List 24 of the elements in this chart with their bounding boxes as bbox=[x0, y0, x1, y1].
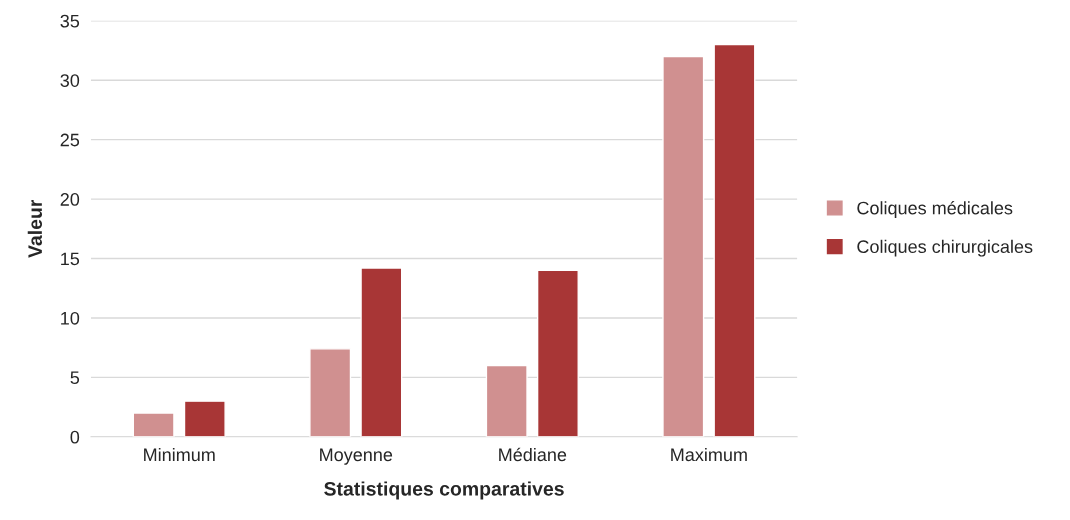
y-tick-label: 10 bbox=[61, 311, 80, 325]
x-tick-label: Maximum bbox=[671, 447, 747, 462]
y-tick-label: 35 bbox=[60, 14, 80, 28]
bar bbox=[309, 348, 352, 437]
x-tick-label: Médiane bbox=[499, 447, 567, 462]
y-tick-label: 15 bbox=[61, 252, 80, 266]
bar bbox=[713, 43, 756, 437]
y-tick-label: 25 bbox=[60, 133, 80, 147]
x-axis-title: Statistiques comparatives bbox=[324, 481, 564, 500]
bar bbox=[132, 412, 175, 437]
y-axis-title: Valeur bbox=[27, 199, 43, 258]
x-tick-label: Moyenne bbox=[320, 448, 393, 465]
bar bbox=[485, 364, 528, 437]
bar bbox=[360, 267, 403, 437]
y-tick-label: 0 bbox=[70, 430, 80, 444]
y-tick-label: 30 bbox=[60, 74, 80, 87]
bar bbox=[662, 55, 705, 437]
bar bbox=[183, 400, 226, 437]
y-tick-label: 20 bbox=[60, 193, 80, 206]
bar bbox=[536, 269, 579, 437]
legend-label: Coliques médicales bbox=[857, 200, 1013, 219]
y-tick-label: 5 bbox=[70, 371, 80, 385]
legend-label: Coliques chirurgicales bbox=[857, 239, 1033, 257]
x-tick-label: Minimum bbox=[144, 447, 215, 462]
